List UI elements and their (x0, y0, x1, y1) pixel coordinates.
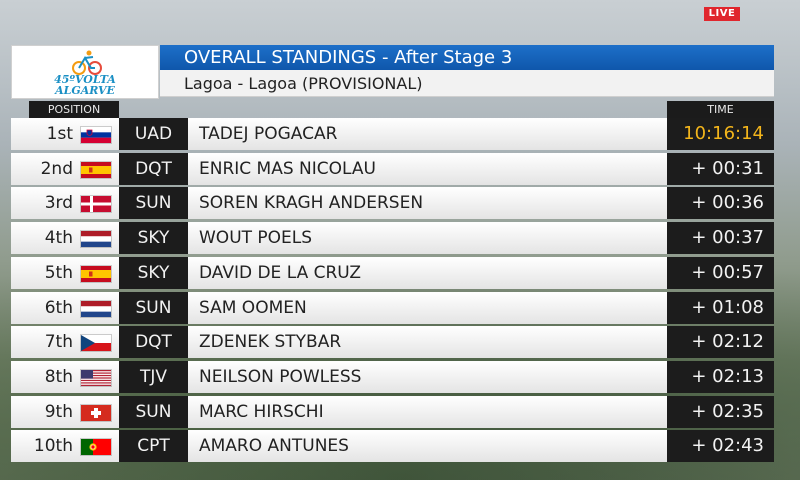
time-gap: + 00:37 (667, 222, 774, 254)
standings-row: 5th SKY DAVID DE LA CRUZ + 00:57 (11, 257, 774, 289)
position-rank: 8th (44, 367, 73, 387)
rider-name: NEILSON POWLESS (188, 361, 667, 393)
team-code: DQT (119, 153, 188, 185)
czech-republic-flag-icon (81, 335, 111, 351)
team-code: CPT (119, 430, 188, 462)
position-rank: 5th (44, 263, 73, 283)
spain-flag-icon (81, 162, 111, 178)
netherlands-flag-icon (81, 231, 111, 247)
position-cell: 9th (11, 396, 119, 428)
live-badge: LIVE (704, 7, 740, 21)
position-cell: 6th (11, 292, 119, 324)
time-gap: + 00:57 (667, 257, 774, 289)
logo-name-text: ALGARVE (55, 84, 115, 97)
time-gap: + 00:36 (667, 187, 774, 219)
position-cell: 5th (11, 257, 119, 289)
time-gap: + 02:43 (667, 430, 774, 462)
position-rank: 2nd (40, 159, 73, 179)
team-code: SKY (119, 222, 188, 254)
portugal-flag-icon (81, 439, 111, 455)
rider-name: WOUT POELS (188, 222, 667, 254)
time-gap: + 02:12 (667, 326, 774, 358)
position-cell: 3rd (11, 187, 119, 219)
time-gap: + 02:35 (667, 396, 774, 428)
position-rank: 10th (33, 436, 73, 456)
time-gap: + 00:31 (667, 153, 774, 185)
team-code: SUN (119, 187, 188, 219)
standings-row: 10th CPT AMARO ANTUNES + 02:43 (11, 430, 774, 462)
position-rank: 3rd (44, 193, 73, 213)
position-rank: 4th (44, 228, 73, 248)
rider-name: MARC HIRSCHI (188, 396, 667, 428)
stage-subtitle: Lagoa - Lagoa (PROVISIONAL) (160, 70, 774, 97)
time-column-header: TIME (667, 101, 774, 118)
denmark-flag-icon (81, 196, 111, 212)
slovenia-flag-icon (81, 127, 111, 143)
position-cell: 8th (11, 361, 119, 393)
position-rank: 1st (46, 124, 73, 144)
position-cell: 7th (11, 326, 119, 358)
rider-name: DAVID DE LA CRUZ (188, 257, 667, 289)
logo-edition-text: 45ºVOLTA (54, 73, 116, 86)
standings-row: 8th TJV NEILSON POWLESS + 02:13 (11, 361, 774, 393)
cyclist-logo-icon (72, 50, 102, 75)
standings-row: 9th SUN MARC HIRSCHI + 02:35 (11, 396, 774, 428)
position-rank: 9th (44, 402, 73, 422)
rider-name: SOREN KRAGH ANDERSEN (188, 187, 667, 219)
rider-name: SAM OOMEN (188, 292, 667, 324)
leader-time: 10:16:14 (667, 118, 774, 150)
position-rank: 7th (44, 332, 73, 352)
standings-row: 2nd DQT ENRIC MAS NICOLAU + 00:31 (11, 153, 774, 185)
rider-name: AMARO ANTUNES (188, 430, 667, 462)
standings-row: 6th SUN SAM OOMEN + 01:08 (11, 292, 774, 324)
team-code: UAD (119, 118, 188, 150)
spain-flag-icon (81, 266, 111, 282)
position-column-header: POSITION (29, 101, 119, 118)
netherlands-flag-icon (81, 301, 111, 317)
rider-name: ZDENEK STYBAR (188, 326, 667, 358)
position-cell: 2nd (11, 153, 119, 185)
standings-row: 3rd SUN SOREN KRAGH ANDERSEN + 00:36 (11, 187, 774, 219)
team-code: SUN (119, 396, 188, 428)
standings-row: 7th DQT ZDENEK STYBAR + 02:12 (11, 326, 774, 358)
team-code: SUN (119, 292, 188, 324)
time-gap: + 01:08 (667, 292, 774, 324)
team-code: SKY (119, 257, 188, 289)
standings-title: OVERALL STANDINGS - After Stage 3 (160, 45, 774, 70)
time-gap: + 02:13 (667, 361, 774, 393)
switzerland-flag-icon (81, 405, 111, 421)
rider-name: ENRIC MAS NICOLAU (188, 153, 667, 185)
rider-name: TADEJ POGACAR (188, 118, 667, 150)
standings-row: 4th SKY WOUT POELS + 00:37 (11, 222, 774, 254)
standings-row: 1st UAD TADEJ POGACAR 10:16:14 (11, 118, 774, 150)
usa-flag-icon (81, 370, 111, 386)
team-code: TJV (119, 361, 188, 393)
race-logo: 45ºVOLTA ALGARVE (11, 45, 159, 99)
position-cell: 4th (11, 222, 119, 254)
position-cell: 10th (11, 430, 119, 462)
position-rank: 6th (44, 298, 73, 318)
team-code: DQT (119, 326, 188, 358)
position-cell: 1st (11, 118, 119, 150)
